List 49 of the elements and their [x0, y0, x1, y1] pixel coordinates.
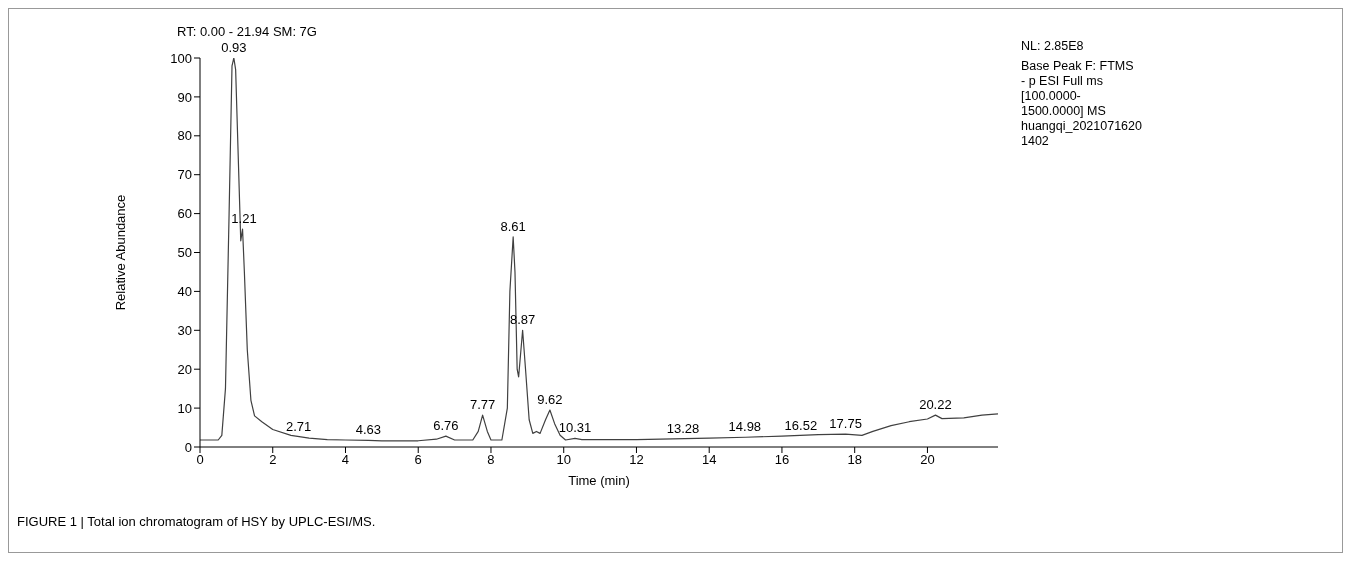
- x-tick-label: 10: [556, 452, 571, 468]
- x-tick-label: 16: [774, 452, 790, 468]
- x-tick-label: 4: [341, 452, 350, 468]
- annotation: 0.93: [221, 40, 247, 55]
- annotation: 2.71: [285, 418, 312, 434]
- text: - p ESI Full ms: [1021, 74, 1104, 89]
- x-tick-label: 6: [414, 452, 422, 468]
- annotation: 4.63: [355, 422, 382, 438]
- y-tick-label: 90: [177, 89, 192, 105]
- y-tick-label: 40: [177, 284, 192, 300]
- text: huangqi_2021071620: [1021, 119, 1142, 134]
- annotation: 6.76: [433, 418, 459, 434]
- y-tick-label: 50: [177, 245, 192, 261]
- x-tick-label: 2: [269, 452, 277, 468]
- y-tick-label: 10: [177, 400, 192, 416]
- y-tick-label: 80: [177, 128, 192, 144]
- text: NL: 2.85E8: [1021, 39, 1085, 54]
- annotation: 16.52: [784, 417, 818, 433]
- x-tick-label: 20: [920, 452, 935, 468]
- y-axis-title: Relative Abundance: [112, 194, 128, 311]
- x-tick-label: 0: [196, 452, 204, 468]
- x-tick-label: 18: [847, 452, 862, 468]
- y-tick-label: 30: [177, 322, 192, 338]
- y-tick-label: 60: [177, 206, 192, 222]
- annotation: 7.77: [469, 397, 496, 413]
- annotation: 13.28: [666, 420, 700, 436]
- annotation: 8.87: [509, 312, 536, 328]
- x-tick-label: 12: [629, 452, 644, 468]
- caption: FIGURE 1 | Total ion chromatogram of HSY by UPLC-ESI/MS.: [17, 514, 376, 529]
- x-tick-label: 8: [487, 452, 495, 468]
- annotation: 9.62: [537, 392, 563, 408]
- annotation: 17.75: [829, 416, 862, 432]
- annotation: 14.98: [728, 419, 762, 435]
- y-tick-label: 100: [170, 50, 192, 66]
- text: 1500.0000] MS: [1021, 104, 1107, 119]
- line-series: [200, 58, 998, 442]
- text: 1402: [1021, 134, 1050, 149]
- x-tick-label: 14: [701, 452, 717, 468]
- annotation: 10.31: [558, 420, 592, 436]
- y-tick-label: 0: [184, 439, 192, 455]
- x-axis-title: Time (min): [568, 473, 630, 488]
- text: [100.0000-: [1021, 89, 1082, 104]
- text: Base Peak F: FTMS: [1021, 59, 1135, 74]
- annotation: 20.22: [919, 397, 952, 413]
- y-tick-label: 70: [177, 167, 192, 183]
- annotation: 8.61: [500, 218, 526, 234]
- y-tick-label: 20: [177, 361, 192, 377]
- annotation: 1.21: [231, 211, 257, 227]
- text: RT: 0.00 - 21.94 SM: 7G: [177, 24, 317, 39]
